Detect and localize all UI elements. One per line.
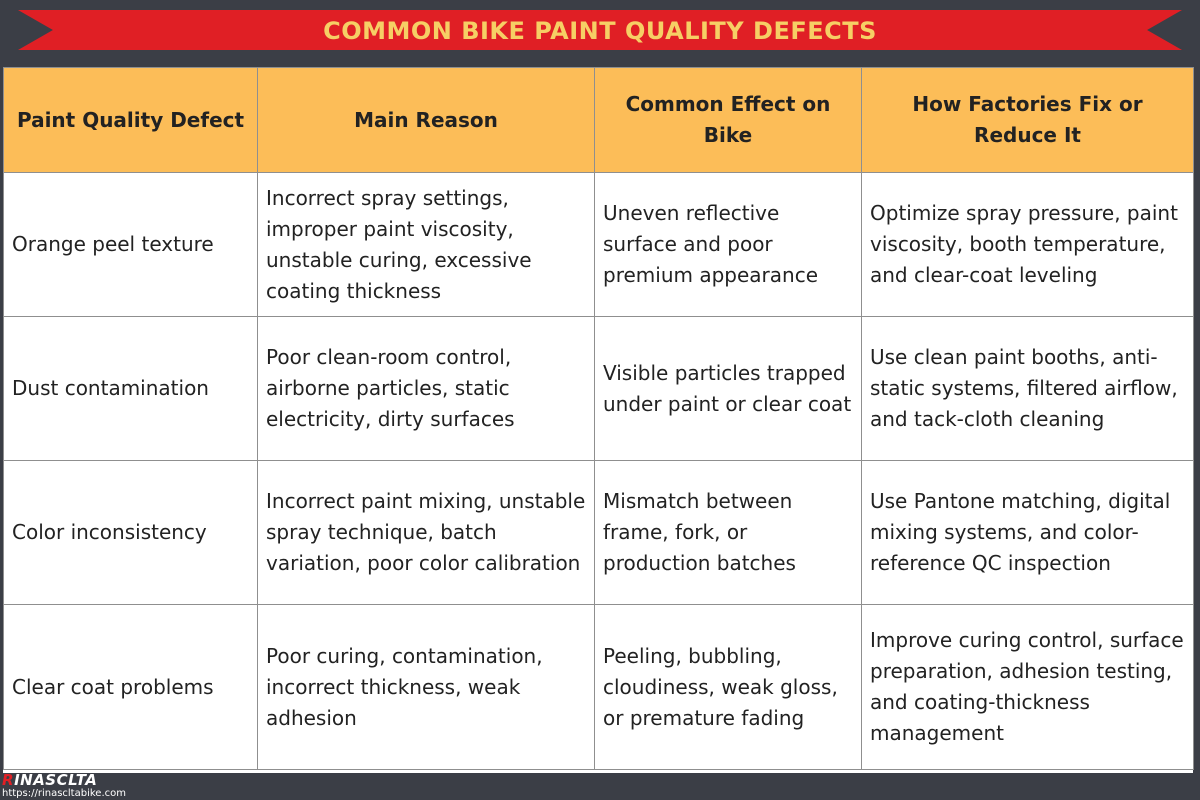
brand-logo: RINASCLTA	[2, 773, 126, 788]
table-cell: Mismatch between frame, fork, or product…	[594, 460, 862, 605]
table-cell: Optimize spray pressure, paint viscosity…	[861, 172, 1194, 317]
column-header: Paint Quality Defect	[3, 67, 258, 173]
table-row: Clear coat problems Poor curing, contami…	[3, 604, 1194, 770]
column-header: How Factories Fix or Reduce It	[861, 67, 1194, 173]
title-banner: COMMON BIKE PAINT QUALITY DEFECTS	[18, 10, 1182, 50]
defects-table: Paint Quality Defect Main Reason Common …	[3, 67, 1194, 770]
table-cell: Use Pantone matching, digital mixing sys…	[861, 460, 1194, 605]
defects-table-container: Paint Quality Defect Main Reason Common …	[3, 67, 1194, 773]
table-row: Orange peel texture Incorrect spray sett…	[3, 172, 1194, 317]
table-header-row: Paint Quality Defect Main Reason Common …	[3, 67, 1194, 173]
table-cell: Poor curing, contamination, incorrect th…	[257, 604, 595, 770]
table-cell: Clear coat problems	[3, 604, 258, 770]
table-cell: Poor clean-room control, airborne partic…	[257, 316, 595, 461]
brand-watermark: RINASCLTA https://rinascltabike.com	[2, 773, 126, 800]
brand-logo-initial: R	[2, 771, 15, 789]
table-cell: Incorrect spray settings, improper paint…	[257, 172, 595, 317]
column-header: Common Effect on Bike	[594, 67, 862, 173]
table-cell: Improve curing control, surface preparat…	[861, 604, 1194, 770]
table-row: Color inconsistency Incorrect paint mixi…	[3, 460, 1194, 605]
table-cell: Uneven reflective surface and poor premi…	[594, 172, 862, 317]
table-cell: Orange peel texture	[3, 172, 258, 317]
brand-url: https://rinascltabike.com	[2, 788, 126, 799]
table-cell: Color inconsistency	[3, 460, 258, 605]
table-cell: Dust contamination	[3, 316, 258, 461]
column-header: Main Reason	[257, 67, 595, 173]
table-cell: Use clean paint booths, anti-static syst…	[861, 316, 1194, 461]
table-row: Dust contamination Poor clean-room contr…	[3, 316, 1194, 461]
table-cell: Visible particles trapped under paint or…	[594, 316, 862, 461]
page-title: COMMON BIKE PAINT QUALITY DEFECTS	[323, 17, 877, 45]
table-cell: Peeling, bubbling, cloudiness, weak glos…	[594, 604, 862, 770]
brand-logo-text: INASCLTA	[14, 771, 98, 789]
table-cell: Incorrect paint mixing, unstable spray t…	[257, 460, 595, 605]
